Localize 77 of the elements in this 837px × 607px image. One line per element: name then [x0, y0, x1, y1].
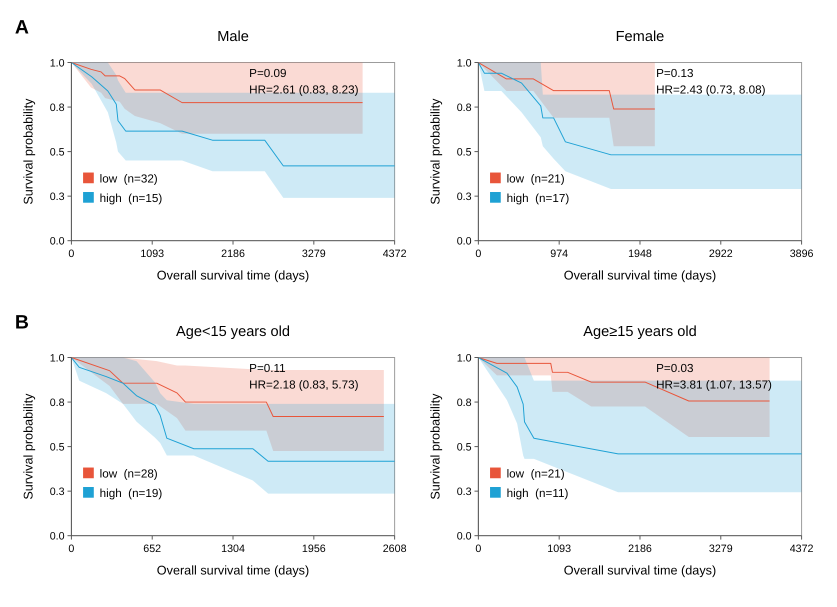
x-tick-label: 0 [475, 543, 482, 556]
annotation: HR=2.18 (0.83, 5.73) [249, 378, 359, 392]
y-tick-label: 0.5 [456, 146, 472, 158]
legend-label: high (n=11) [506, 486, 568, 500]
y-tick-label: 0.0 [50, 236, 65, 248]
annotation: P=0.09 [249, 67, 287, 80]
x-axis-title: Overall survival time (days) [156, 268, 310, 283]
y-tick-label: 1.0 [50, 57, 65, 70]
y-tick-label: 0.3 [456, 486, 472, 498]
x-tick-label: 0 [68, 248, 74, 260]
x-tick-label: 1948 [628, 248, 652, 260]
y-tick-label: 0.3 [456, 191, 472, 204]
x-tick-label: 3279 [302, 248, 326, 260]
y-tick-label: 0.5 [50, 442, 65, 454]
x-tick-label: 0 [68, 543, 74, 556]
line-series [478, 357, 770, 402]
annotation: HR=2.61 (0.83, 8.23) [249, 84, 359, 97]
x-tick-label: 4372 [382, 248, 407, 260]
chart-title: Female [616, 29, 664, 46]
y-axis-title: Survival probability [21, 98, 36, 205]
x-tick-label: 0 [475, 248, 482, 260]
annotation: HR=3.81 (1.07, 13.57) [656, 378, 772, 392]
y-axis-title: Survival probability [428, 98, 442, 205]
chart-title: Age≥15 years old [583, 324, 697, 340]
annotation: HR=2.43 (0.73, 8.08) [656, 84, 766, 97]
y-tick-label: 1.0 [50, 352, 65, 364]
x-tick-label: 4372 [790, 543, 814, 556]
y-tick-label: 0.8 [50, 396, 65, 409]
y-tick-label: 0.0 [50, 530, 65, 543]
x-axis-title: Overall survival time (days) [564, 268, 716, 283]
legend-label: low (n=21) [506, 467, 565, 480]
y-tick-label: 0.3 [50, 486, 65, 498]
x-tick-label: 2186 [628, 543, 652, 556]
line-series [70, 62, 364, 104]
x-tick-label: 652 [143, 543, 162, 556]
text: B [14, 311, 29, 334]
legend-label: high (n=19) [100, 486, 162, 500]
y-axis-title: Survival probability [428, 392, 442, 500]
legend-label: low (n=32) [100, 172, 158, 186]
y-tick-label: 0.0 [456, 236, 472, 248]
chart-title: Male [217, 29, 249, 46]
x-tick-label: 1093 [547, 543, 572, 556]
line-series [70, 357, 384, 417]
x-axis-title: Overall survival time (days) [156, 564, 310, 578]
y-tick-label: 1.0 [456, 57, 472, 70]
x-tick-label: 1956 [302, 543, 326, 556]
y-axis-title: Survival probability [21, 392, 36, 500]
x-axis-title: Overall survival time (days) [564, 564, 716, 578]
legend-label: high (n=15) [100, 192, 162, 205]
x-tick-label: 1093 [140, 248, 164, 260]
y-tick-label: 0.5 [50, 146, 65, 158]
line-series [478, 357, 802, 454]
y-tick-label: 0.3 [50, 191, 65, 204]
x-tick-label: 3279 [708, 543, 733, 556]
x-tick-label: 1304 [221, 543, 245, 556]
annotation: P=0.11 [249, 362, 286, 376]
annotation: P=0.13 [656, 67, 694, 80]
y-tick-label: 0.0 [456, 530, 472, 543]
legend-label: high (n=17) [506, 192, 570, 205]
line-series [478, 62, 802, 156]
y-tick-label: 0.5 [456, 442, 472, 454]
x-tick-label: 2608 [382, 543, 407, 556]
chart-title: Age<15 years old [176, 324, 290, 340]
legend-label: low (n=21) [506, 172, 565, 186]
y-tick-label: 0.8 [456, 396, 472, 409]
legend-label: low (n=28) [100, 467, 158, 480]
x-tick-label: 3896 [790, 248, 814, 260]
x-tick-label: 974 [550, 248, 568, 260]
x-tick-label: 2186 [221, 248, 245, 260]
line-series [478, 62, 656, 110]
x-tick-label: 2922 [708, 248, 733, 260]
y-tick-label: 1.0 [456, 352, 472, 364]
line-series [70, 62, 396, 166]
y-tick-label: 0.8 [456, 102, 472, 114]
annotation: P=0.03 [656, 362, 694, 376]
text: A [14, 16, 29, 38]
y-tick-label: 0.8 [50, 102, 65, 114]
